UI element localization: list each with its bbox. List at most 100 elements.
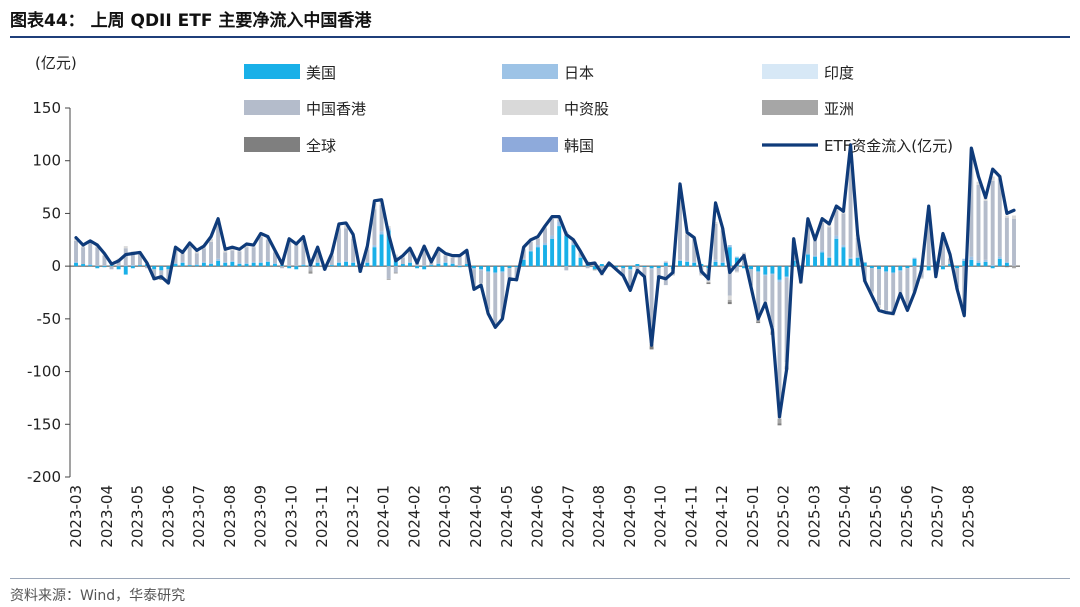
bar-japan	[770, 273, 775, 275]
bar-hk	[493, 273, 498, 325]
bar-hk	[912, 266, 917, 292]
bar-hk	[734, 266, 739, 272]
bar-hk	[372, 209, 377, 246]
bar-us	[344, 261, 348, 267]
bar-japan	[180, 261, 185, 263]
bar-japan	[443, 261, 448, 263]
x-tick-label: 2024-01	[375, 485, 393, 548]
bar-hk	[244, 247, 249, 263]
legend-label-line: ETF资金流入(亿元)	[824, 137, 953, 155]
bar-us	[891, 266, 896, 273]
bar-us	[173, 264, 178, 267]
bar-hk	[436, 251, 441, 263]
x-tick-label: 2025-05	[867, 485, 885, 548]
bar-china	[123, 246, 128, 249]
bar-us	[223, 262, 228, 267]
bar-hk	[336, 228, 341, 262]
bar-china	[663, 260, 668, 262]
bar-china	[223, 250, 228, 253]
x-tick-label: 2024-05	[498, 485, 516, 548]
bar-hk	[429, 262, 434, 266]
bar-japan	[201, 261, 206, 263]
title-rule	[10, 36, 1070, 38]
bar-hk	[621, 268, 626, 275]
bar-hk	[649, 269, 654, 344]
bar-hk	[450, 257, 455, 263]
bar-japan	[578, 256, 583, 258]
bar-us	[514, 266, 519, 268]
bar-us	[400, 264, 405, 267]
bar-china	[976, 181, 981, 185]
bar-japan	[784, 276, 789, 278]
legend-swatch-asia	[762, 100, 818, 115]
bar-japan	[265, 260, 270, 262]
x-tick-label: 2023-07	[190, 485, 208, 548]
bar-us	[294, 266, 299, 270]
bar-us	[464, 264, 469, 267]
bar-japan	[408, 261, 412, 263]
legend-swatch-korea	[502, 137, 558, 152]
bar-hk	[983, 200, 988, 260]
bar-japan	[827, 256, 832, 258]
x-tick-label: 2024-06	[529, 485, 547, 548]
bar-hk	[486, 272, 491, 310]
bar-hk	[770, 274, 775, 328]
bar-us	[443, 262, 448, 267]
bar-hk	[926, 215, 931, 267]
bar-us	[614, 266, 619, 268]
bar-us	[365, 262, 370, 267]
legend-label-global: 全球	[306, 137, 336, 155]
x-tick-label: 2025-01	[744, 485, 762, 548]
bar-japan	[216, 258, 221, 261]
bar-japan	[535, 245, 540, 248]
y-tick-label: -200	[27, 468, 61, 486]
bar-china	[230, 248, 235, 251]
bar-china	[877, 305, 881, 309]
bar-us	[471, 266, 476, 269]
bar-japan	[912, 257, 917, 259]
bar-japan	[898, 270, 903, 272]
bar-us	[336, 262, 341, 267]
bar-us	[500, 266, 505, 272]
bar-hk	[869, 268, 874, 292]
bar-japan	[521, 258, 526, 260]
bar-us	[130, 266, 135, 269]
x-tick-label: 2024-12	[713, 485, 731, 548]
line-series	[74, 143, 1016, 419]
bar-us	[436, 264, 441, 267]
bar-us	[692, 262, 697, 267]
bar-japan	[1004, 261, 1009, 263]
bar-japan	[209, 262, 213, 265]
bar-hk	[95, 247, 100, 267]
bar-us	[265, 261, 270, 267]
bar-us	[770, 266, 775, 274]
bar-hk	[173, 250, 178, 263]
bar-china	[1012, 215, 1016, 219]
bar-hk	[209, 241, 213, 263]
bar-hk	[692, 238, 697, 262]
bar-japan	[841, 245, 846, 248]
x-tick-label: 2025-06	[898, 485, 916, 548]
bar-china	[670, 274, 675, 276]
bar-us	[592, 266, 597, 270]
bar-hk	[585, 266, 590, 269]
bar-us	[841, 247, 846, 267]
bar-hk	[145, 266, 150, 269]
bar-us	[564, 235, 569, 267]
bar-hk	[784, 277, 789, 363]
bar-us	[955, 266, 960, 269]
bar-global	[649, 346, 654, 350]
bar-us	[990, 266, 995, 269]
x-tick-label: 2023-08	[221, 485, 239, 548]
x-tick-label: 2024-03	[436, 485, 454, 548]
bar-hk	[749, 269, 754, 286]
bar-hk	[351, 238, 356, 262]
bar-china	[194, 251, 199, 254]
bar-hk	[251, 247, 256, 262]
x-tick-label: 2024-10	[652, 485, 670, 548]
bar-japan	[230, 260, 235, 262]
bar-china	[713, 221, 718, 224]
bar-hk	[109, 266, 114, 270]
bar-japan	[734, 256, 739, 258]
